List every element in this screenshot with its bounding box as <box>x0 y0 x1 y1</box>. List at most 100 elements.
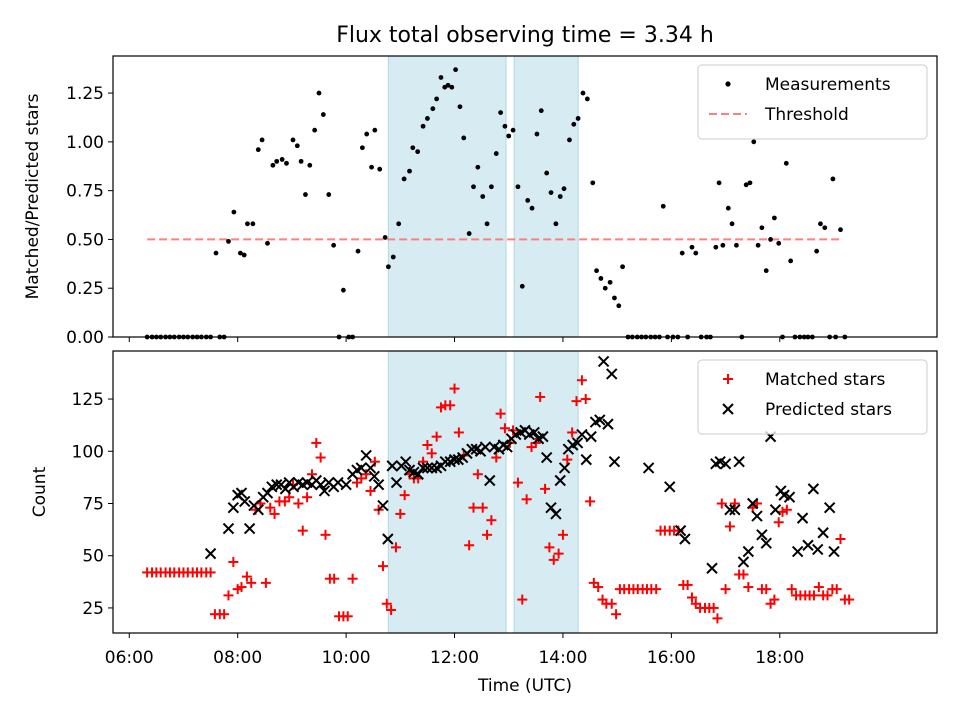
x-tick-label: 18:00 <box>755 648 804 668</box>
predicted-star-point <box>769 504 782 516</box>
matched-star-point <box>464 540 475 551</box>
measurement-point <box>830 176 836 182</box>
predicted-star-point <box>340 478 352 491</box>
measurement-point <box>480 194 486 199</box>
predicted-star-point <box>355 462 367 474</box>
matched-star-point <box>571 396 582 407</box>
matched-star-point <box>651 584 662 595</box>
matched-star-point <box>686 592 697 603</box>
measurement-point <box>407 168 412 174</box>
y-tick-label: 0.50 <box>66 230 104 250</box>
predicted-star-point <box>606 368 618 380</box>
predicted-star-point <box>386 460 398 472</box>
measurement-point <box>716 180 722 186</box>
predicted-star-point <box>377 499 389 512</box>
matched-star-point <box>381 598 392 609</box>
measurement-point <box>434 96 440 102</box>
matched-star-point <box>786 584 797 595</box>
x-tick-label: 10:00 <box>322 648 371 668</box>
matched-star-point <box>435 402 446 413</box>
matched-star-point <box>293 498 304 509</box>
measurement-point <box>548 190 554 195</box>
predicted-star-point <box>421 462 434 474</box>
measurement-point <box>369 164 374 170</box>
matched-star-point <box>712 613 723 624</box>
measurement-point <box>303 192 308 197</box>
matched-star-point <box>729 498 740 509</box>
legend: Measurements Threshold <box>697 64 928 140</box>
predicted-star-point <box>719 458 732 470</box>
measurement-point <box>294 143 300 149</box>
predicted-star-point <box>828 545 840 558</box>
observing-window <box>513 55 579 338</box>
measurement-point <box>307 162 313 168</box>
measurement-point <box>250 221 256 227</box>
matched-star-point <box>236 582 247 593</box>
predicted-star-point <box>571 437 584 449</box>
measurement-point <box>396 221 402 227</box>
matched-star-point <box>548 554 559 565</box>
predicted-star-point <box>439 456 452 468</box>
predicted-star-point <box>227 501 240 514</box>
matched-star-point <box>342 611 353 622</box>
matched-star-point <box>472 469 483 480</box>
measurement-point <box>284 160 289 166</box>
measurement-point <box>377 166 383 172</box>
measurement-point <box>471 184 476 190</box>
y-axis-label: Matched/Predicted stars <box>23 93 43 299</box>
measurement-point <box>274 158 280 164</box>
measurement-point <box>425 116 430 121</box>
predicted-star-point <box>812 543 824 556</box>
measurement-point <box>571 121 577 127</box>
measurement-point <box>372 127 378 133</box>
measurement-point <box>312 127 318 133</box>
measurement-point <box>788 258 794 264</box>
matched-star-point <box>219 609 230 620</box>
predicted-star-point <box>360 449 372 462</box>
matched-star-point <box>320 529 331 540</box>
measurement-point <box>401 176 407 182</box>
measurement-point <box>475 164 481 170</box>
measurement-point <box>510 127 516 133</box>
matched-star-point <box>606 598 617 609</box>
measurement-point <box>743 182 749 188</box>
measurement-point <box>838 227 843 233</box>
predicted-star-point <box>608 456 621 468</box>
measurement-point <box>814 248 820 254</box>
measurement-point <box>776 240 782 246</box>
matched-star-point <box>468 502 479 513</box>
matched-star-point <box>431 431 442 442</box>
measurement-point <box>316 90 322 96</box>
matched-star-point <box>223 590 234 601</box>
measurement-point <box>359 145 365 151</box>
measurement-point <box>553 221 559 227</box>
predicted-star-point <box>501 441 513 453</box>
legend-marker-matched <box>723 374 733 384</box>
measurement-point <box>298 158 304 164</box>
y-tick-label: 1.25 <box>66 84 104 104</box>
legend-box <box>697 359 928 435</box>
predicted-star-point <box>823 501 836 514</box>
predicted-star-point <box>751 510 763 522</box>
matched-star-point <box>808 590 819 601</box>
predicted-star-point <box>791 545 804 558</box>
predicted-star-point <box>737 556 750 568</box>
matched-star-point <box>593 582 604 593</box>
legend-label: Matched stars <box>765 370 885 390</box>
legend-marker-measurements <box>725 81 731 87</box>
predicted-star-point <box>271 478 283 491</box>
y-tick-label: 25 <box>82 599 104 619</box>
measurement-point <box>502 123 508 129</box>
predicted-star-point <box>243 522 256 535</box>
measurement-point <box>755 242 761 248</box>
legend-box <box>697 64 928 140</box>
measurement-point <box>602 285 608 291</box>
predicted-star-point <box>602 418 614 430</box>
matched-star-point <box>512 477 523 488</box>
measurement-point <box>525 198 531 203</box>
matched-star-point <box>738 569 749 580</box>
matched-star-point <box>386 605 397 616</box>
predicted-star-point <box>558 462 571 474</box>
measurement-point <box>567 137 572 143</box>
measurement-point <box>607 279 613 285</box>
